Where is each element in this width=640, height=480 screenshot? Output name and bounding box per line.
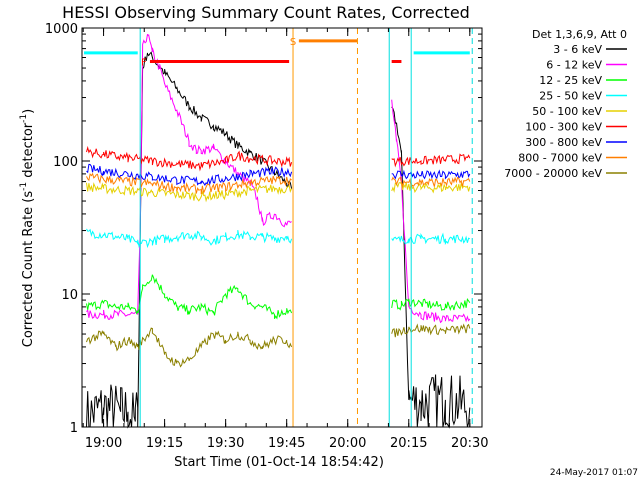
vline-group — [139, 28, 473, 427]
legend-label-5: 100 - 300 keV — [525, 121, 602, 134]
legend: Det 1,3,6,9, Att 0 3 - 6 keV 6 - 12 keV 12… — [504, 28, 627, 180]
x-tick-label-5: 20:15 — [390, 436, 427, 451]
series-line-8 — [391, 323, 471, 338]
y-axis-label: Corrected Count Rate (s-1 detector-1) — [19, 109, 36, 347]
x-tick-label-2: 19:30 — [207, 436, 244, 451]
series-line-3 — [391, 232, 471, 246]
y-axis-label-main: Corrected Count Rate (s — [21, 191, 36, 348]
x-tick-label-4: 20:00 — [329, 436, 366, 451]
y-tick-label-0: 1 — [70, 421, 78, 436]
series-line-0 — [391, 106, 471, 429]
series-line-6 — [86, 163, 293, 186]
y-axis-label-sup2: -1 — [19, 114, 29, 123]
timestamp: 24-May-2017 01:07 — [550, 468, 638, 478]
series-line-4 — [86, 182, 293, 203]
y-axis: 1 10 100 1000 — [45, 22, 482, 436]
series-line-2 — [391, 298, 471, 312]
x-axis: 19:00 19:15 19:30 19:45 20:00 20:15 20:30 — [82, 28, 489, 451]
legend-label-2: 12 - 25 keV — [539, 74, 602, 87]
y-tick-label-1: 10 — [61, 288, 78, 303]
y-axis-label-end: ) — [21, 109, 36, 114]
legend-label-1: 6 - 12 keV — [546, 59, 602, 72]
y-axis-label-mid: detector — [21, 122, 36, 182]
series-line-3 — [86, 228, 293, 249]
legend-label-6: 300 - 800 keV — [525, 136, 602, 149]
flag-group: FS — [84, 37, 470, 68]
y-tick-label-3: 1000 — [45, 22, 78, 37]
y-axis-label-sup1: -1 — [19, 182, 29, 191]
legend-label-7: 800 - 7000 keV — [518, 152, 602, 165]
series-line-0 — [86, 51, 293, 429]
series-line-7 — [86, 172, 292, 195]
series-line-5 — [391, 153, 471, 168]
legend-label-3: 25 - 50 keV — [539, 90, 602, 103]
x-tick-label-6: 20:30 — [451, 436, 488, 451]
legend-label-4: 50 - 100 keV — [532, 105, 602, 118]
plot-frame — [81, 27, 483, 428]
x-axis-label: Start Time (01-Oct-14 18:54:42) — [174, 455, 384, 470]
flag-label-0: F — [141, 57, 147, 68]
x-tick-label-3: 19:45 — [268, 436, 305, 451]
y-tick-label-2: 100 — [53, 155, 78, 170]
series-line-6 — [391, 169, 471, 180]
series-line-8 — [86, 327, 293, 368]
x-tick-label-0: 19:00 — [85, 436, 122, 451]
series-line-2 — [86, 274, 293, 320]
legend-header: Det 1,3,6,9, Att 0 — [532, 28, 627, 41]
series-line-5 — [86, 145, 293, 172]
legend-label-0: 3 - 6 keV — [553, 43, 602, 56]
chart-title: HESSI Observing Summary Count Rates, Cor… — [62, 3, 470, 22]
series-line-1 — [391, 99, 471, 324]
x-tick-label-1: 19:15 — [146, 436, 183, 451]
series-line-4 — [391, 181, 471, 194]
series-line-7 — [391, 176, 471, 189]
series-group — [86, 34, 471, 429]
legend-label-8: 7000 - 20000 keV — [504, 167, 602, 180]
series-line-1 — [86, 34, 292, 320]
